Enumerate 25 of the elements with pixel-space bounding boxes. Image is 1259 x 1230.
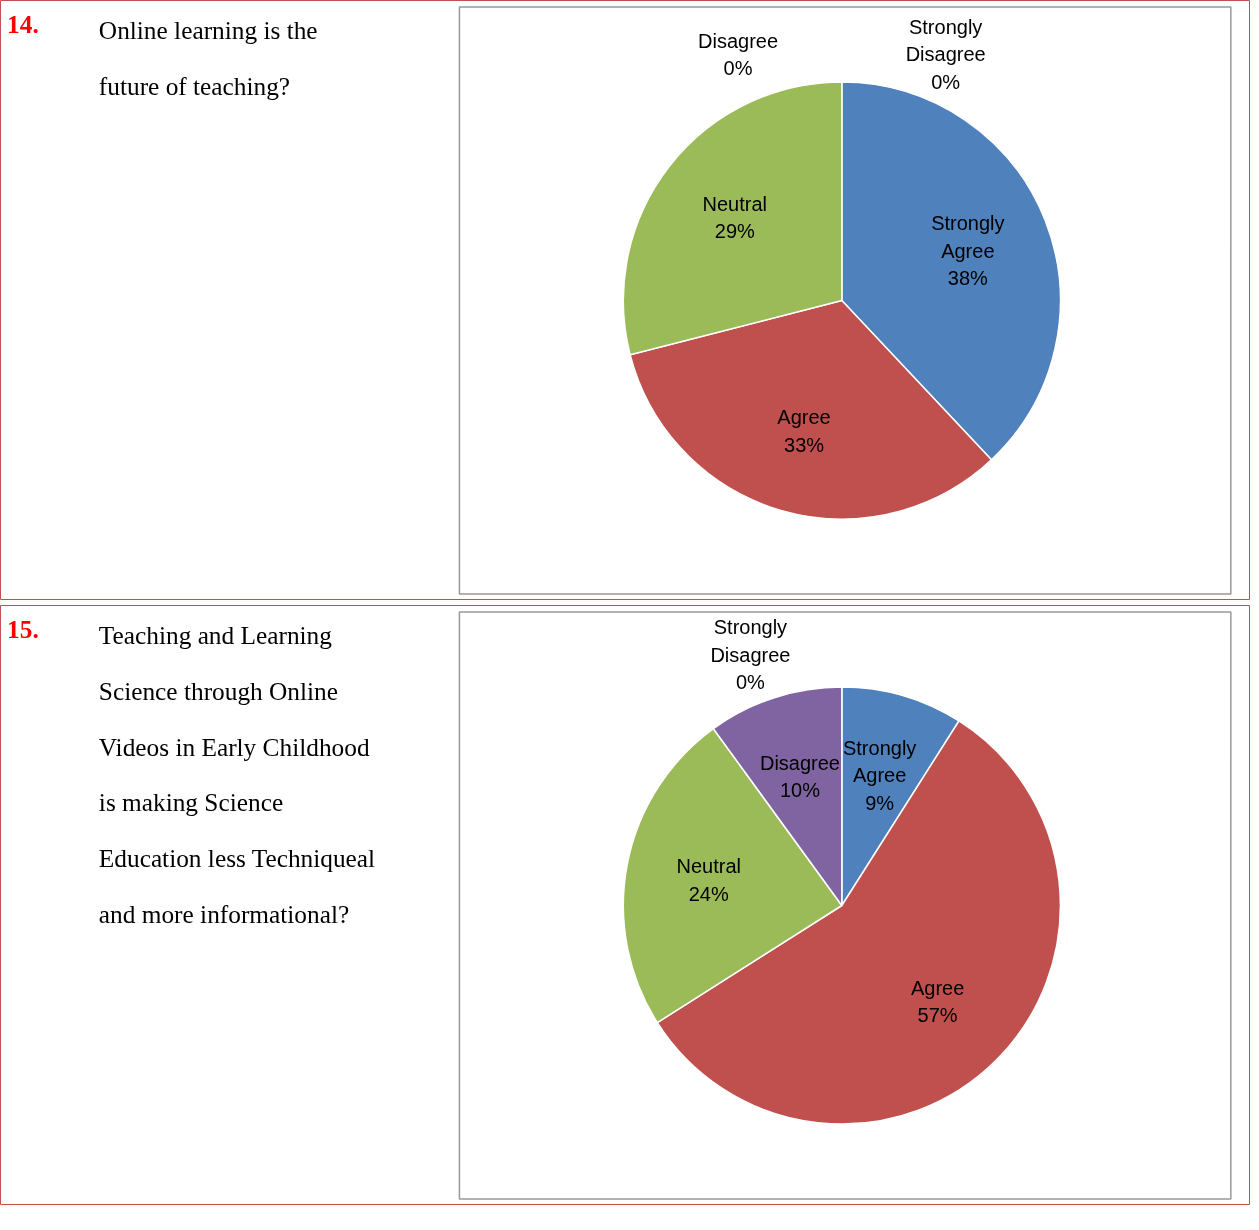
data-label: 24%: [688, 882, 729, 905]
data-label: 38%: [947, 267, 989, 290]
slice-label: Neutral: [702, 192, 768, 215]
slice-label: Disagree: [759, 751, 840, 774]
text: 0%: [931, 70, 961, 93]
data-label: 33%: [784, 433, 825, 456]
slice-label: Strongly Agree: [931, 212, 1005, 262]
category-label: Disagree: [698, 29, 779, 52]
text: 0%: [735, 671, 765, 694]
slice-label: Strongly Agree: [842, 736, 917, 787]
text: 15.: [7, 614, 39, 643]
category-label: Strongly: [713, 616, 788, 639]
slice-label: Agree: [910, 976, 965, 999]
data-label: 10%: [779, 779, 821, 802]
data-label: 9%: [865, 791, 895, 814]
category-label: Strongly Disagree: [905, 15, 986, 66]
text: 14.: [7, 9, 39, 38]
data-label: 29%: [714, 220, 756, 243]
text: Teaching and Learning Science through Online Videos in Early Childhood is making Science Education less Techniqueal and more informational?: [98, 620, 376, 929]
slice-label: Agree: [777, 406, 831, 429]
text: Online learning is the future of teaching?: [98, 15, 318, 100]
data-label: 57%: [917, 1004, 958, 1027]
slice-label: Neutral: [676, 855, 741, 878]
slice-label: Disagree: [710, 643, 791, 666]
text: 0%: [723, 57, 753, 80]
